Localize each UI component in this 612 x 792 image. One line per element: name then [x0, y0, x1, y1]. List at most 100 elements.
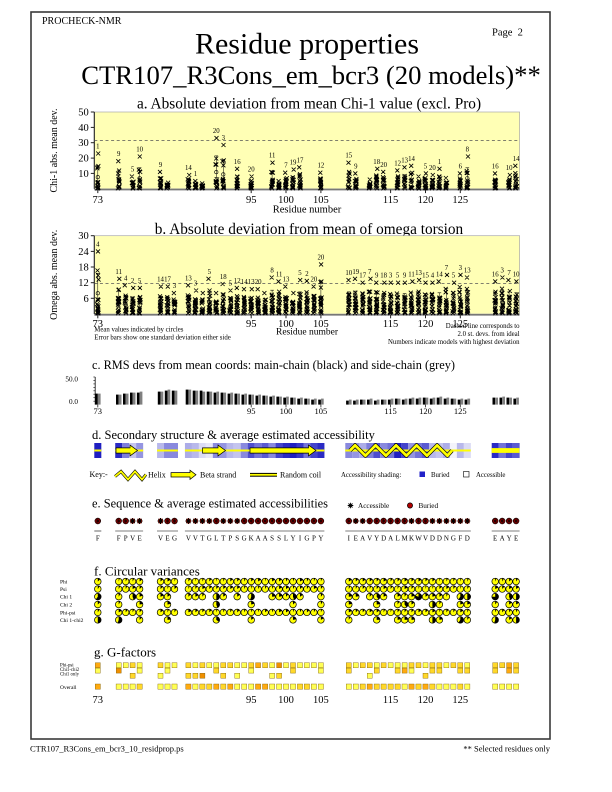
svg-text:** Selected residues only: ** Selected residues only [463, 744, 550, 754]
svg-text:5: 5 [208, 269, 212, 276]
svg-text:Omega abs. mean dev.: Omega abs. mean dev. [49, 230, 60, 320]
svg-text:13: 13 [464, 268, 471, 275]
svg-text:120: 120 [418, 695, 434, 706]
svg-text:e. Sequence & average estimate: e. Sequence & average estimated accessib… [92, 497, 328, 511]
svg-text:12: 12 [78, 278, 89, 289]
svg-text:Chi1 only: Chi1 only [60, 673, 80, 678]
svg-text:115: 115 [383, 195, 398, 206]
svg-text:19: 19 [352, 269, 359, 276]
svg-text:50.0: 50.0 [65, 376, 78, 384]
svg-text:F: F [96, 535, 100, 543]
svg-text:Residue number: Residue number [276, 328, 339, 338]
svg-text:I: I [348, 535, 351, 543]
svg-text:D: D [430, 535, 435, 543]
svg-text:10: 10 [513, 271, 520, 278]
svg-text:G: G [207, 535, 212, 543]
svg-text:20: 20 [248, 167, 255, 174]
svg-text:17: 17 [359, 273, 366, 280]
svg-text:Y: Y [318, 535, 323, 543]
svg-text:30: 30 [78, 138, 89, 149]
svg-text:Buried: Buried [419, 502, 439, 510]
svg-text:13: 13 [401, 157, 408, 164]
svg-text:V: V [158, 535, 163, 543]
svg-text:Accessible: Accessible [358, 502, 389, 510]
svg-text:10: 10 [78, 169, 89, 180]
svg-text:Phi-psi: Phi-psi [60, 610, 76, 616]
svg-text:7: 7 [368, 269, 372, 276]
svg-text:Chi 1: Chi 1 [60, 595, 72, 601]
svg-text:100: 100 [278, 319, 294, 330]
svg-text:17: 17 [164, 277, 171, 284]
svg-text:Phi: Phi [60, 579, 68, 585]
svg-text:20: 20 [318, 254, 325, 261]
svg-text:3: 3 [459, 265, 463, 272]
svg-text:20: 20 [213, 128, 220, 135]
svg-text:20: 20 [380, 162, 387, 169]
svg-text:E: E [165, 535, 169, 543]
svg-text:Key:-: Key:- [90, 470, 109, 479]
svg-text:5: 5 [229, 281, 233, 288]
svg-text:M: M [401, 535, 408, 543]
svg-text:14: 14 [408, 156, 415, 163]
svg-text:10: 10 [506, 165, 513, 172]
svg-text:b. Absolute deviation from mea: b. Absolute deviation from mean of omega… [155, 221, 464, 238]
svg-text:CTR107_R3Cons_em_bcr3_10_resid: CTR107_R3Cons_em_bcr3_10_residprop.ps [30, 744, 184, 754]
svg-text:115: 115 [384, 406, 396, 416]
svg-text:4: 4 [431, 273, 435, 280]
svg-text:P: P [228, 535, 232, 543]
svg-text:20: 20 [255, 279, 262, 286]
svg-text:P: P [312, 535, 316, 543]
svg-text:8: 8 [270, 268, 274, 275]
svg-text:A: A [500, 535, 505, 543]
svg-text:3: 3 [222, 135, 226, 142]
svg-text:A: A [256, 535, 261, 543]
svg-text:S: S [270, 535, 274, 543]
svg-text:g. G-factors: g. G-factors [94, 644, 156, 659]
svg-text:V: V [130, 535, 135, 543]
svg-text:4: 4 [96, 241, 100, 248]
svg-text:17: 17 [297, 157, 304, 164]
svg-text:5: 5 [452, 273, 456, 280]
svg-text:18: 18 [78, 263, 89, 274]
svg-text:18: 18 [220, 274, 227, 281]
svg-text:18: 18 [380, 273, 387, 280]
svg-text:11: 11 [408, 271, 415, 278]
svg-text:9: 9 [354, 163, 358, 170]
svg-text:5: 5 [138, 278, 142, 285]
svg-text:13: 13 [248, 279, 255, 286]
svg-text:f. Circular variances: f. Circular variances [94, 563, 200, 578]
svg-text:E: E [137, 535, 141, 543]
svg-text:A: A [263, 535, 268, 543]
svg-text:20: 20 [429, 165, 436, 172]
svg-text:N: N [444, 535, 449, 543]
svg-text:10: 10 [345, 270, 352, 277]
svg-text:95: 95 [246, 319, 257, 330]
svg-text:2: 2 [131, 278, 135, 285]
svg-text:24: 24 [78, 247, 89, 258]
svg-text:Chi 1-chi2: Chi 1-chi2 [60, 618, 84, 624]
svg-text:D: D [437, 535, 442, 543]
svg-text:Psi: Psi [60, 587, 67, 593]
svg-text:S: S [235, 535, 239, 543]
svg-text:9: 9 [159, 162, 163, 169]
svg-text:E: E [514, 535, 518, 543]
svg-text:9: 9 [117, 151, 121, 158]
svg-text:73: 73 [93, 695, 104, 706]
svg-text:c. RMS devs from mean coords:: c. RMS devs from mean coords: main-chain… [92, 358, 455, 372]
svg-text:6: 6 [84, 294, 89, 305]
svg-text:L: L [284, 535, 288, 543]
svg-text:Accessibility shading:: Accessibility shading: [341, 472, 401, 479]
svg-text:Residue number: Residue number [273, 205, 342, 216]
svg-text:73: 73 [94, 406, 103, 416]
svg-text:K: K [249, 535, 254, 543]
svg-text:Mean values indicated by circl: Mean values indicated by circles [94, 327, 183, 334]
svg-text:15: 15 [422, 273, 429, 280]
svg-text:15: 15 [345, 153, 352, 160]
svg-text:F: F [117, 535, 121, 543]
svg-text:2: 2 [305, 271, 309, 278]
svg-text:Y: Y [290, 535, 295, 543]
svg-text:1: 1 [96, 144, 99, 151]
svg-text:19: 19 [290, 160, 297, 167]
svg-text:7: 7 [284, 163, 288, 170]
svg-text:D: D [381, 535, 386, 543]
